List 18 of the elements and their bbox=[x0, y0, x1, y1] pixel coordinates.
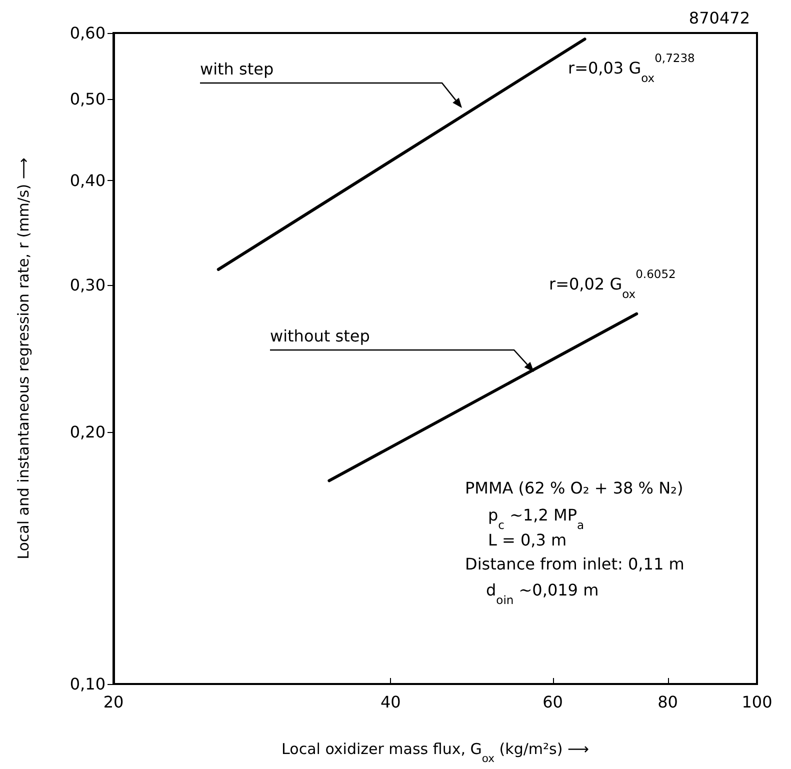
x-tick-label: 100 bbox=[742, 692, 772, 712]
x-tick-label: 20 bbox=[103, 692, 124, 712]
y-tick-label: 0,40 bbox=[70, 170, 106, 190]
x-tick-label: 40 bbox=[380, 692, 401, 712]
annotation: PMMA (62 % O₂ + 38 % N₂) bbox=[465, 478, 684, 498]
text: 870472 bbox=[688, 8, 750, 28]
x-tick-label: 60 bbox=[542, 692, 563, 712]
y-axis-title: Local and instantaneous regression rate, r (mm/s) ⟶ bbox=[14, 158, 32, 560]
y-tick-label: 0,60 bbox=[70, 24, 106, 42]
y-tick-label: 0,50 bbox=[70, 90, 106, 109]
y-tick-label: 0,10 bbox=[70, 674, 106, 694]
y-tick-label: 0,20 bbox=[70, 422, 106, 442]
annotation: Distance from inlet: 0,11 m bbox=[465, 554, 684, 574]
annotation: without step bbox=[270, 326, 370, 346]
annotation: L = 0,3 m bbox=[488, 530, 567, 550]
x-tick-label: 80 bbox=[658, 692, 678, 712]
annotation: with step bbox=[200, 60, 274, 78]
y-tick-label: 0,30 bbox=[70, 275, 106, 294]
